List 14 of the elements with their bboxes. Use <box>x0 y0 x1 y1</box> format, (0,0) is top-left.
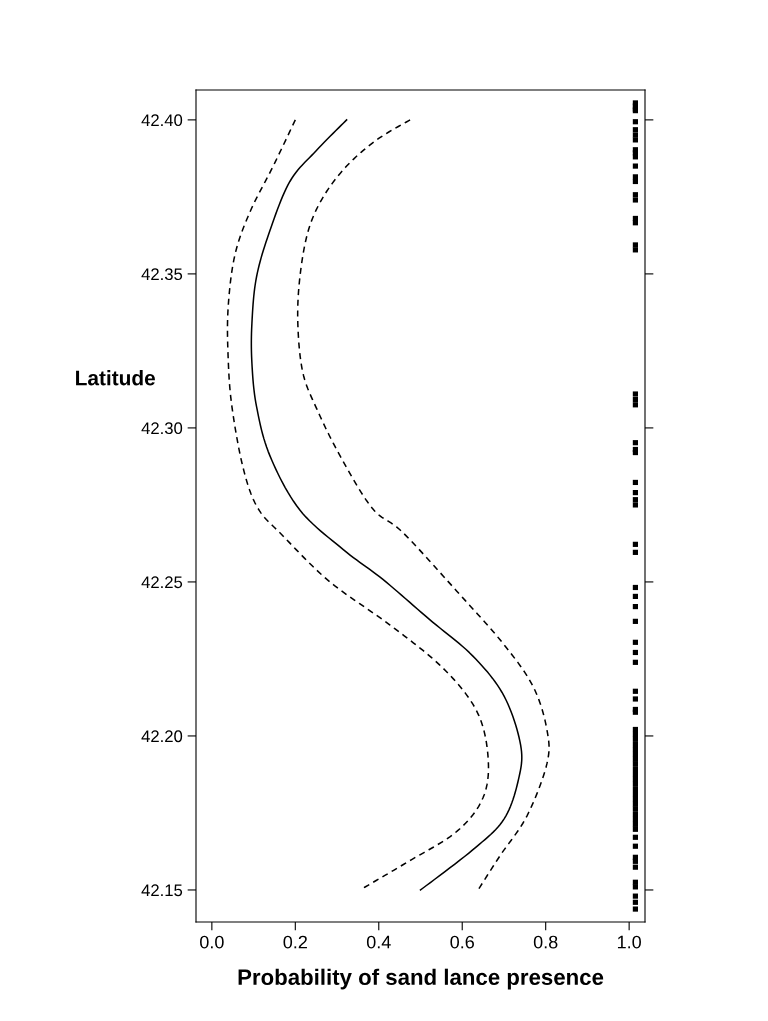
x-tick-label: 1.0 <box>617 935 641 949</box>
x-tick-label: 0.4 <box>366 935 391 949</box>
y-tick-label: 42.40 <box>141 114 183 127</box>
y-tick-label: 42.35 <box>141 268 183 281</box>
x-tick-label: 0.2 <box>283 935 307 949</box>
x-tick-label: 0.0 <box>200 935 224 949</box>
y-tick-label: 42.15 <box>141 884 183 897</box>
x-axis-title: Probability of sand lance presence <box>238 968 604 990</box>
x-tick-label: 0.8 <box>533 935 558 949</box>
y-axis-title: Latitude <box>76 370 155 386</box>
y-tick-label: 42.20 <box>141 730 183 743</box>
y-tick-label: 42.30 <box>141 422 183 435</box>
y-tick-label: 42.25 <box>141 576 183 589</box>
x-tick-label: 0.6 <box>450 935 474 949</box>
